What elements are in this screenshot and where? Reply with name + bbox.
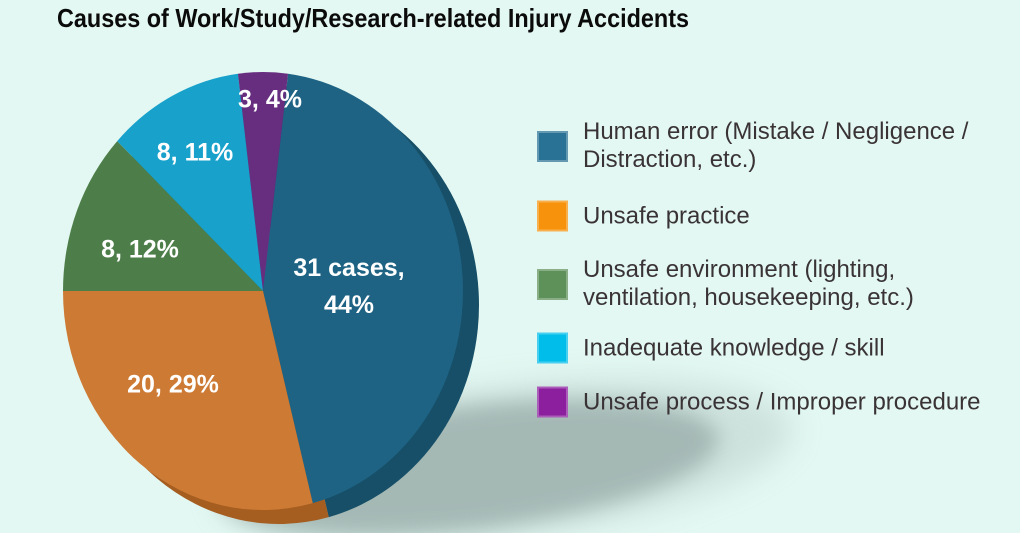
legend-item-unsafe-practice: Unsafe practice (537, 200, 750, 232)
pie-slice-unsafe-process (237, 72, 289, 291)
slice-label-unsafe-environment: 8, 12% (101, 235, 179, 264)
legend-label: Distraction, etc.) (583, 146, 757, 173)
slice-label-unsafe-process: 3, 4% (238, 85, 302, 114)
pie-slice-human-error (263, 73, 463, 504)
pie-slice-unsafe-environment (63, 141, 263, 291)
legend-item-unsafe-process: Unsafe process / Improper procedure (537, 386, 981, 418)
legend-label: Inadequate knowledge / skill (583, 334, 885, 361)
legend-swatch-unsafe-environment (537, 268, 568, 300)
chart-title: Causes of Work/Study/Research-related In… (57, 3, 689, 33)
slice-label-line: 31 cases, (293, 254, 405, 282)
pie-slice-unsafe-practice (63, 291, 313, 511)
legend-label: Unsafe process / Improper procedure (583, 388, 981, 415)
slice-label-inadequate-knowledge: 8, 11% (156, 138, 234, 167)
legend-item-unsafe-environment: Unsafe environment (lighting, ventilatio… (537, 256, 914, 312)
legend-swatch-unsafe-process (537, 386, 568, 418)
legend-item-inadequate-knowledge: Inadequate knowledge / skill (537, 332, 885, 364)
legend-label: Unsafe environment (lighting, (583, 256, 896, 283)
slice-label-human-error: 31 cases, 44% (293, 250, 404, 324)
legend-label: Unsafe practice (583, 202, 750, 229)
slice-label-line: 44% (323, 291, 375, 319)
pie-top-faces (63, 72, 463, 511)
legend-swatch-inadequate-knowledge (537, 332, 568, 364)
legend-item-human-error: Human error (Mistake / Negligence / Dist… (537, 118, 968, 174)
pie-slice-inadequate-knowledge (117, 73, 264, 291)
legend-label: Human error (Mistake / Negligence / (583, 118, 969, 145)
legend-swatch-unsafe-practice (537, 200, 568, 232)
slice-label-unsafe-practice: 20, 29% (127, 370, 219, 399)
legend-label: ventilation, housekeeping, etc.) (583, 284, 914, 311)
legend-swatch-human-error (537, 130, 568, 162)
